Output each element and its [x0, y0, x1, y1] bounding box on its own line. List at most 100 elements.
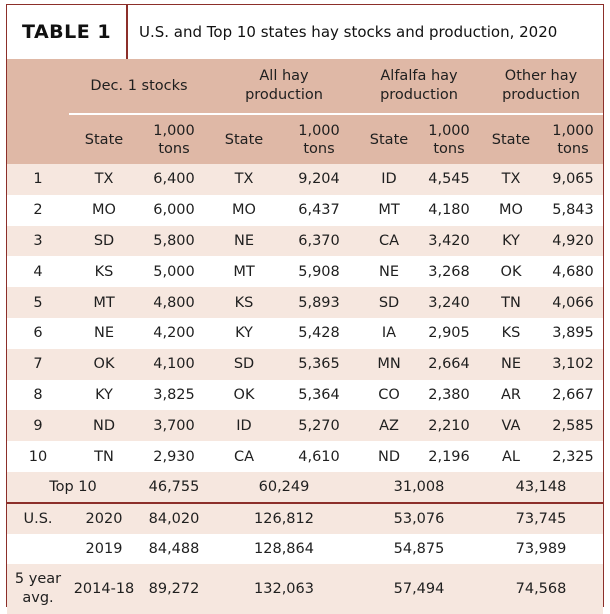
- value-cell: 2,210: [419, 410, 479, 442]
- rank-cell: 2: [7, 194, 69, 226]
- state-cell: KS: [69, 256, 139, 288]
- summary-all-hay-value: 132,063: [209, 564, 359, 614]
- state-cell: OK: [69, 348, 139, 380]
- summary-year: 2019: [69, 533, 139, 565]
- state-cell: MO: [209, 194, 279, 226]
- summary-stocks-value: 84,488: [139, 533, 209, 565]
- state-cell: TX: [69, 164, 139, 195]
- state-cell: MT: [69, 287, 139, 318]
- state-cell: ID: [359, 164, 419, 195]
- top10-all-hay-value: 60,249: [209, 471, 359, 503]
- value-cell: 3,102: [543, 348, 603, 380]
- table-row: 10 TN 2,930 CA 4,610 ND 2,196 AL 2,325: [7, 441, 603, 472]
- value-cell: 2,325: [543, 441, 603, 472]
- value-cell: 5,364: [279, 379, 359, 411]
- summary-other-value: 73,989: [479, 533, 603, 565]
- value-cell: 2,930: [139, 441, 209, 472]
- summary-alfalfa-value: 54,875: [359, 533, 479, 565]
- rank-cell: 6: [7, 317, 69, 349]
- group-header-all-hay: All hay production: [209, 59, 359, 115]
- top10-other-value: 43,148: [479, 471, 603, 503]
- top10-row: Top 10 46,755 60,249 31,008 43,148: [7, 471, 603, 503]
- value-cell: 9,065: [543, 164, 603, 195]
- rank-cell: 7: [7, 348, 69, 380]
- top10-stocks-value: 46,755: [139, 471, 209, 503]
- state-cell: NE: [69, 317, 139, 349]
- state-cell: NE: [209, 225, 279, 257]
- table-row: 8 KY 3,825 OK 5,364 CO 2,380 AR 2,667: [7, 379, 603, 411]
- state-cell: SD: [69, 225, 139, 257]
- value-cell: 5,270: [279, 410, 359, 442]
- rank-cell: 4: [7, 256, 69, 288]
- value-cell: 5,908: [279, 256, 359, 288]
- state-cell: ND: [359, 441, 419, 472]
- state-cell: NE: [359, 256, 419, 288]
- value-cell: 2,664: [419, 348, 479, 380]
- col-header-tons: 1,000 tons: [139, 114, 209, 164]
- summary-all-hay-value: 128,864: [209, 533, 359, 565]
- rank-cell: 10: [7, 441, 69, 472]
- state-cell: KS: [479, 317, 543, 349]
- state-cell: MO: [479, 194, 543, 226]
- state-cell: CA: [359, 225, 419, 257]
- rank-cell: 8: [7, 379, 69, 411]
- summary-other-value: 73,745: [479, 501, 603, 534]
- value-cell: 9,204: [279, 164, 359, 195]
- summary-alfalfa-value: 53,076: [359, 501, 479, 534]
- value-cell: 2,585: [543, 410, 603, 442]
- value-cell: 6,370: [279, 225, 359, 257]
- value-cell: 2,196: [419, 441, 479, 472]
- state-cell: AZ: [359, 410, 419, 442]
- state-cell: MN: [359, 348, 419, 380]
- state-cell: KS: [209, 287, 279, 318]
- state-cell: AR: [479, 379, 543, 411]
- table-row: 1 TX 6,400 TX 9,204 ID 4,545 TX 9,065: [7, 164, 603, 195]
- state-cell: KY: [479, 225, 543, 257]
- value-cell: 2,905: [419, 317, 479, 349]
- state-cell: SD: [359, 287, 419, 318]
- summary-year: 2014-18: [69, 564, 139, 614]
- corner-cell: [7, 114, 69, 164]
- state-cell: ND: [69, 410, 139, 442]
- summary-stocks-value: 89,272: [139, 564, 209, 614]
- table-row: 9 ND 3,700 ID 5,270 AZ 2,210 VA 2,585: [7, 410, 603, 442]
- top10-alfalfa-value: 31,008: [359, 471, 479, 503]
- table-row: 4 KS 5,000 MT 5,908 NE 3,268 OK 4,680: [7, 256, 603, 288]
- col-header-state: State: [359, 114, 419, 164]
- summary-year: 2020: [69, 501, 139, 534]
- group-header-other: Other hay production: [479, 59, 603, 115]
- value-cell: 5,365: [279, 348, 359, 380]
- rank-cell: 9: [7, 410, 69, 442]
- state-cell: OK: [479, 256, 543, 288]
- state-cell: VA: [479, 410, 543, 442]
- rank-cell: 1: [7, 164, 69, 195]
- col-header-state: State: [209, 114, 279, 164]
- value-cell: 3,240: [419, 287, 479, 318]
- state-cell: CA: [209, 441, 279, 472]
- value-cell: 5,000: [139, 256, 209, 288]
- sub-header-row: State 1,000 tons State 1,000 tons State 1,…: [7, 114, 603, 164]
- value-cell: 4,200: [139, 317, 209, 349]
- value-cell: 2,667: [543, 379, 603, 411]
- col-header-tons: 1,000 tons: [279, 114, 359, 164]
- table-frame: TABLE 1 U.S. and Top 10 states hay stock…: [6, 4, 604, 614]
- state-cell: TN: [69, 441, 139, 472]
- table-row: 3 SD 5,800 NE 6,370 CA 3,420 KY 4,920: [7, 225, 603, 257]
- state-cell: TX: [479, 164, 543, 195]
- summary-row-2019: 2019 84,488 128,864 54,875 73,989: [7, 533, 603, 565]
- col-header-tons: 1,000 tons: [543, 114, 603, 164]
- value-cell: 4,800: [139, 287, 209, 318]
- table-row: 5 MT 4,800 KS 5,893 SD 3,240 TN 4,066: [7, 287, 603, 318]
- value-cell: 4,680: [543, 256, 603, 288]
- value-cell: 4,180: [419, 194, 479, 226]
- value-cell: 6,437: [279, 194, 359, 226]
- group-header-alfalfa: Alfalfa hay production: [359, 59, 479, 115]
- col-header-state: State: [69, 114, 139, 164]
- rank-cell: 3: [7, 225, 69, 257]
- table-row: 7 OK 4,100 SD 5,365 MN 2,664 NE 3,102: [7, 348, 603, 380]
- state-cell: MT: [209, 256, 279, 288]
- value-cell: 3,420: [419, 225, 479, 257]
- table-row: 2 MO 6,000 MO 6,437 MT 4,180 MO 5,843: [7, 194, 603, 226]
- top10-label: Top 10: [7, 471, 139, 503]
- state-cell: KY: [209, 317, 279, 349]
